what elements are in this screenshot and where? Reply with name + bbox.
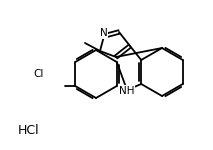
Text: NH: NH: [119, 86, 135, 96]
Text: N: N: [100, 28, 108, 38]
Text: Cl: Cl: [34, 69, 44, 79]
Text: HCl: HCl: [18, 123, 40, 136]
